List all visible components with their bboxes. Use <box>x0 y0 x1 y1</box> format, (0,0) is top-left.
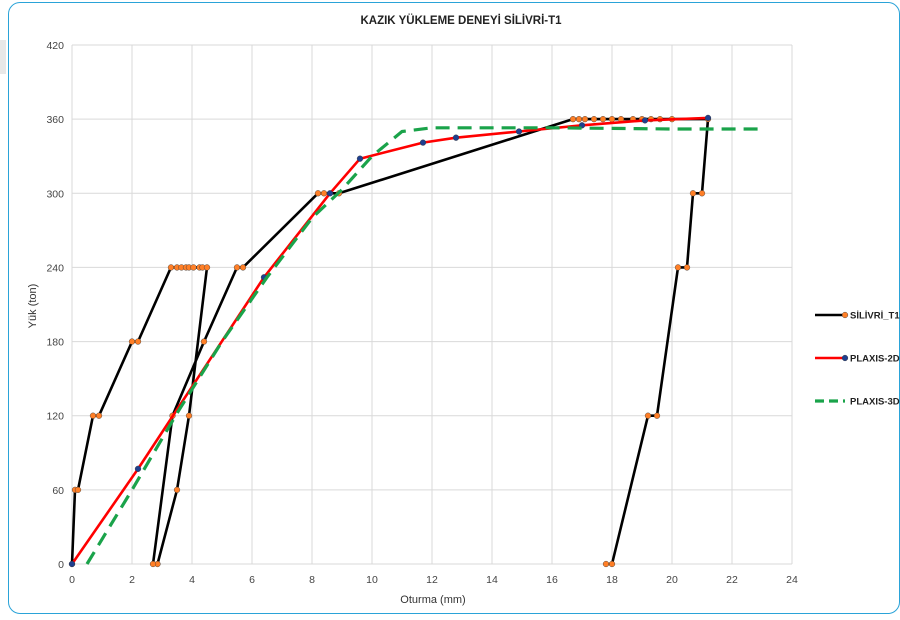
data-point-si-li-vri-t1 <box>203 264 211 271</box>
data-point-si-li-vri-t1 <box>590 116 598 123</box>
y-tick-label: 300 <box>46 188 64 200</box>
gridlines <box>71 44 793 565</box>
data-point-si-li-vri-t1 <box>644 412 652 419</box>
y-tick-labels: 0 60 120 180 240 300 360 420 <box>46 40 64 571</box>
chart-frame: KAZIK YÜKLEME DENEYİ SİLİVRİ-T1 0 60 120 18… <box>8 2 900 614</box>
legend-marker-plaxis-2d <box>841 354 849 362</box>
data-point-si-li-vri-t1 <box>149 560 157 568</box>
legend-label-plaxis-3d: PLAXIS-3D <box>850 397 900 408</box>
data-point-si-li-vri-t1 <box>314 190 322 197</box>
data-point-si-li-vri-t1 <box>581 116 589 123</box>
data-point-si-li-vri-t1 <box>239 264 247 271</box>
x-tick-label: 4 <box>189 574 195 586</box>
series-line-plaxis-3d <box>85 126 762 565</box>
y-tick-label: 180 <box>46 337 64 349</box>
y-tick-label: 120 <box>46 411 64 423</box>
x-tick-labels: 0 2 4 6 8 10 12 14 16 18 20 22 24 <box>69 574 798 586</box>
data-point-si-li-vri-t1 <box>575 116 583 123</box>
legend-label-plaxis-2d: PLAXIS-2D <box>850 354 900 365</box>
chart-svg: KAZIK YÜKLEME DENEYİ SİLİVRİ-T1 06012018… <box>27 14 900 606</box>
legend-label-si-li-vri-t1: SİLİVRİ_T1 <box>850 311 900 322</box>
x-tick-label: 22 <box>726 574 738 586</box>
data-point-plaxis-2d <box>326 190 334 197</box>
series-line-plaxis-2d <box>70 116 709 565</box>
data-point-plaxis-2d <box>452 134 460 141</box>
data-point-si-li-vri-t1 <box>173 486 181 493</box>
edge-strip <box>0 40 6 74</box>
data-point-si-li-vri-t1 <box>608 560 616 568</box>
data-point-si-li-vri-t1 <box>698 190 706 197</box>
data-point-si-li-vri-t1 <box>653 412 661 419</box>
x-axis-label: Oturma (mm) <box>400 594 465 606</box>
data-point-si-li-vri-t1 <box>190 264 197 271</box>
data-point-si-li-vri-t1 <box>128 338 136 345</box>
data-point-si-li-vri-t1 <box>134 338 142 345</box>
data-point-si-li-vri-t1 <box>602 560 610 568</box>
data-point-plaxis-2d <box>641 117 649 124</box>
y-tick-label: 360 <box>46 114 64 126</box>
data-point-si-li-vri-t1 <box>185 412 193 419</box>
x-tick-label: 2 <box>129 574 135 586</box>
data-point-si-li-vri-t1 <box>689 190 697 197</box>
x-tick-label: 0 <box>69 574 75 586</box>
data-point-plaxis-2d <box>68 560 76 568</box>
data-point-si-li-vri-t1 <box>569 116 577 123</box>
x-tick-label: 14 <box>486 574 498 586</box>
data-point-si-li-vri-t1 <box>674 264 682 271</box>
x-tick-label: 8 <box>309 574 315 586</box>
data-point-plaxis-2d <box>515 128 523 135</box>
x-tick-label: 12 <box>426 574 438 586</box>
x-tick-label: 18 <box>606 574 618 586</box>
data-point-plaxis-2d <box>356 155 364 162</box>
data-point-si-li-vri-t1 <box>200 338 208 345</box>
series-layer <box>68 114 762 568</box>
chart-title: KAZIK YÜKLEME DENEYİ SİLİVRİ-T1 <box>360 14 562 27</box>
legend: SİLİVRİ_T1 PLAXIS-2D PLAXIS-3D <box>815 311 900 408</box>
x-tick-label: 10 <box>366 574 378 586</box>
data-point-plaxis-2d <box>419 139 427 146</box>
y-tick-label: 60 <box>52 485 64 497</box>
x-tick-label: 6 <box>249 574 255 586</box>
x-tick-label: 24 <box>786 574 798 586</box>
y-tick-label: 420 <box>46 40 64 52</box>
y-tick-label: 0 <box>58 559 64 571</box>
data-point-si-li-vri-t1 <box>74 486 82 493</box>
legend-marker-si-li-vri-t1 <box>841 311 849 319</box>
data-point-si-li-vri-t1 <box>683 264 691 271</box>
data-point-si-li-vri-t1 <box>89 412 97 419</box>
data-point-si-li-vri-t1 <box>95 412 103 419</box>
data-point-plaxis-2d <box>704 114 712 122</box>
x-tick-label: 20 <box>666 574 678 586</box>
x-tick-label: 16 <box>546 574 558 586</box>
y-tick-label: 240 <box>46 262 64 274</box>
data-point-si-li-vri-t1 <box>608 116 616 123</box>
data-point-si-li-vri-t1 <box>233 264 241 271</box>
data-point-si-li-vri-t1 <box>167 264 175 271</box>
data-point-si-li-vri-t1 <box>320 190 328 197</box>
y-axis-label: Yük (ton) <box>27 284 39 329</box>
data-point-si-li-vri-t1 <box>599 116 607 123</box>
data-point-plaxis-2d <box>134 465 142 472</box>
